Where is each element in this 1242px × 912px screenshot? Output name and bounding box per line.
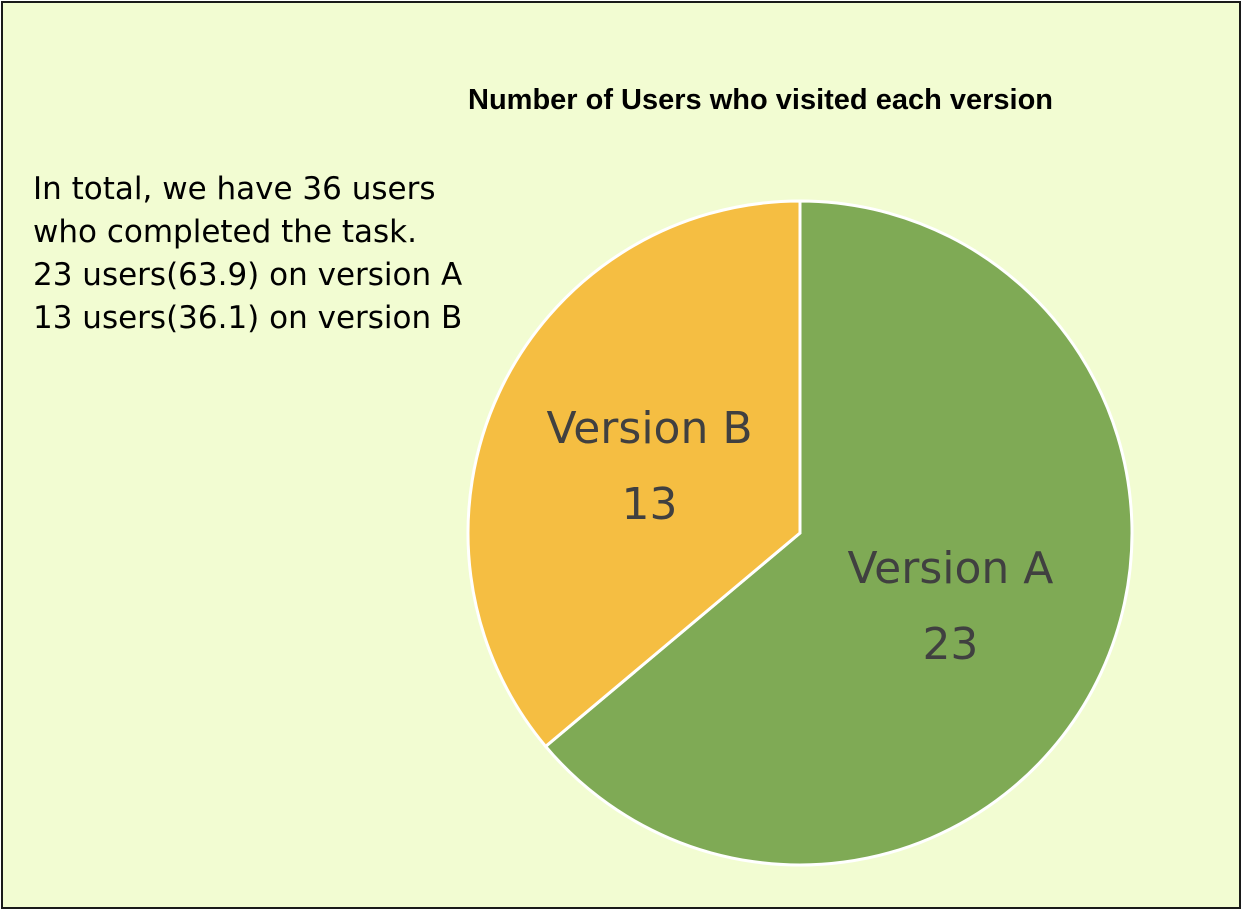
pie-slice-version-a: [543, 199, 1134, 867]
summary-line-4: 13 users(36.1) on version B: [33, 300, 463, 336]
summary-line-1: In total, we have 36 users: [33, 171, 436, 207]
slice-value-version-b: 13: [622, 479, 678, 530]
pie-slice-version-b: [466, 199, 802, 749]
slice-value-version-a: 23: [922, 619, 978, 670]
slice-label-version-a: Version A: [848, 543, 1054, 594]
slice-label-version-b: Version B: [547, 403, 753, 454]
chart-title: Number of Users who visited each version: [468, 84, 1054, 116]
summary-line-2: who completed the task.: [33, 214, 417, 250]
summary-line-3: 23 users(63.9) on version A: [33, 257, 463, 293]
summary-text: In total, we have 36 users who completed…: [33, 168, 462, 340]
